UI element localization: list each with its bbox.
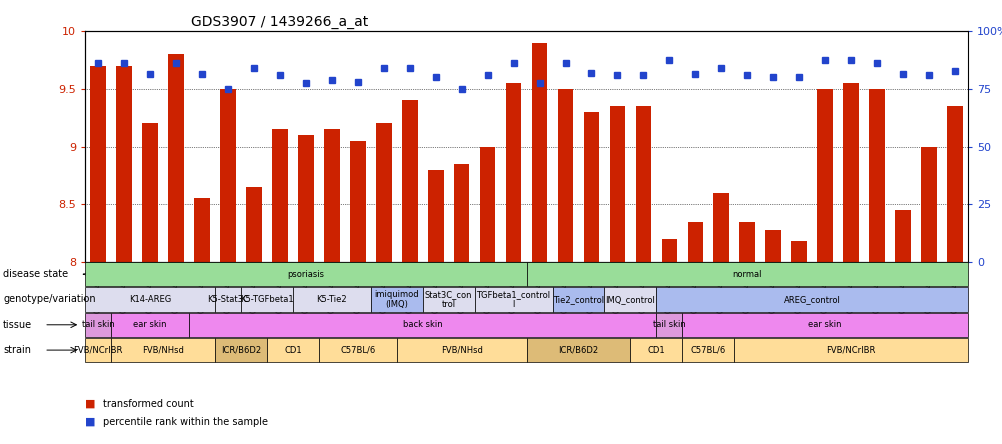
Bar	[791, 241, 807, 262]
Bar	[272, 129, 288, 262]
Text: TGFbeta1_control
l: TGFbeta1_control l	[476, 290, 550, 309]
Bar	[946, 106, 962, 262]
Bar	[116, 66, 132, 262]
Bar	[635, 106, 650, 262]
Text: tissue: tissue	[3, 320, 32, 330]
Bar	[479, 147, 495, 262]
Bar	[428, 170, 443, 262]
Text: back skin: back skin	[403, 320, 442, 329]
Text: K14-AREG: K14-AREG	[129, 295, 171, 304]
Bar	[505, 83, 521, 262]
Text: FVB/NHsd: FVB/NHsd	[142, 345, 184, 355]
Text: ICR/B6D2: ICR/B6D2	[220, 345, 261, 355]
Text: GDS3907 / 1439266_a_at: GDS3907 / 1439266_a_at	[191, 15, 368, 29]
Bar	[298, 135, 314, 262]
Text: genotype/variation: genotype/variation	[3, 294, 95, 305]
Text: C57BL/6: C57BL/6	[340, 345, 375, 355]
Text: CD1: CD1	[647, 345, 664, 355]
Bar	[531, 43, 547, 262]
Bar	[245, 187, 262, 262]
Bar	[557, 89, 573, 262]
Bar	[920, 147, 936, 262]
Text: ear skin: ear skin	[133, 320, 166, 329]
Bar	[738, 222, 755, 262]
Bar	[402, 100, 417, 262]
Bar	[350, 141, 366, 262]
Bar	[661, 239, 676, 262]
Text: Stat3C_con
trol: Stat3C_con trol	[425, 290, 472, 309]
Text: transformed count: transformed count	[103, 399, 193, 409]
Text: normal: normal	[731, 270, 762, 279]
Text: FVB/NCrIBR: FVB/NCrIBR	[73, 345, 123, 355]
Text: K5-Stat3C: K5-Stat3C	[206, 295, 248, 304]
Bar	[895, 210, 910, 262]
Text: tail skin: tail skin	[652, 320, 685, 329]
Text: AREG_control: AREG_control	[783, 295, 840, 304]
Bar	[90, 66, 106, 262]
Bar	[686, 222, 702, 262]
Bar	[324, 129, 340, 262]
Text: tail skin: tail skin	[82, 320, 114, 329]
Text: ■: ■	[85, 399, 95, 409]
Bar	[194, 198, 209, 262]
Text: C57BL/6: C57BL/6	[690, 345, 725, 355]
Text: K5-TGFbeta1: K5-TGFbeta1	[239, 295, 294, 304]
Text: ■: ■	[85, 417, 95, 427]
Text: percentile rank within the sample: percentile rank within the sample	[103, 417, 269, 427]
Bar	[869, 89, 884, 262]
Bar	[817, 89, 832, 262]
Bar	[765, 230, 781, 262]
Text: CD1: CD1	[284, 345, 302, 355]
Bar	[454, 164, 469, 262]
Bar	[220, 89, 235, 262]
Bar	[843, 83, 858, 262]
Text: ear skin: ear skin	[808, 320, 841, 329]
Text: strain: strain	[3, 345, 31, 355]
Text: IMQ_control: IMQ_control	[605, 295, 654, 304]
Text: K5-Tie2: K5-Tie2	[317, 295, 347, 304]
Text: psoriasis: psoriasis	[288, 270, 324, 279]
Text: FVB/NHsd: FVB/NHsd	[440, 345, 482, 355]
Text: Tie2_control: Tie2_control	[552, 295, 603, 304]
Text: disease state: disease state	[3, 269, 68, 279]
Bar	[376, 123, 391, 262]
Text: FVB/NCrIBR: FVB/NCrIBR	[826, 345, 875, 355]
Text: ICR/B6D2: ICR/B6D2	[558, 345, 598, 355]
Text: imiquimod
(IMQ): imiquimod (IMQ)	[374, 290, 419, 309]
Bar	[142, 123, 157, 262]
Bar	[609, 106, 624, 262]
Bar	[583, 112, 598, 262]
Bar	[712, 193, 728, 262]
Bar	[168, 54, 183, 262]
